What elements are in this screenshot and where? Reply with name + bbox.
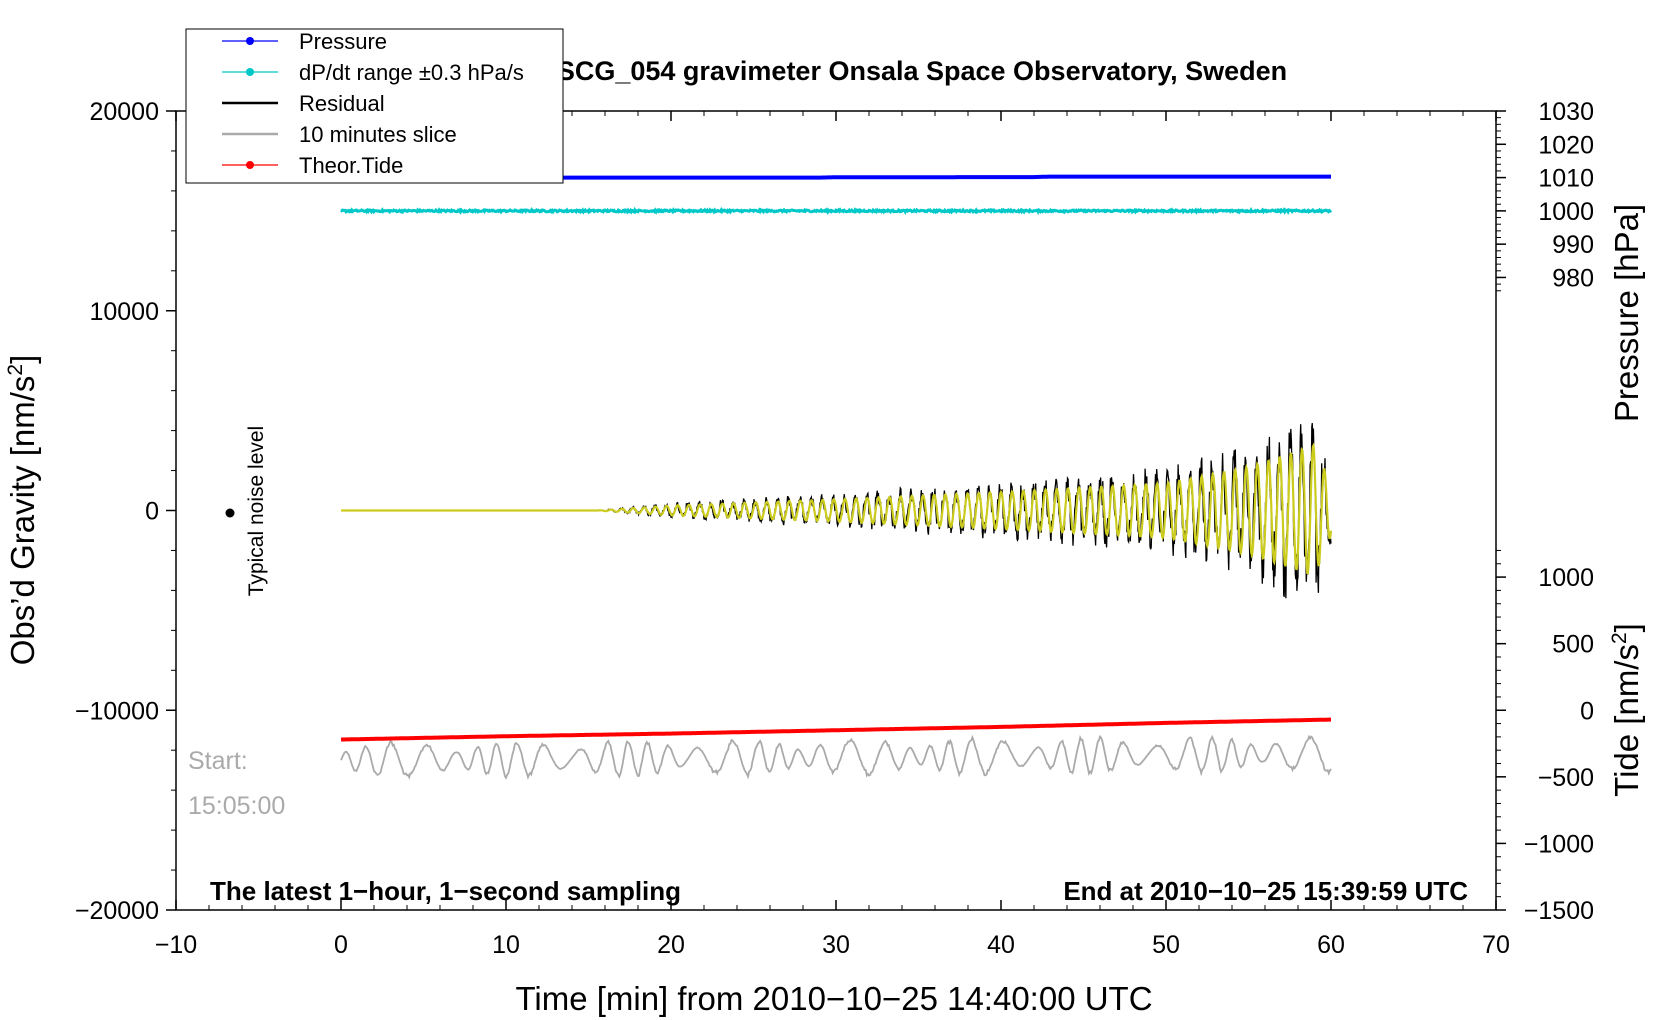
residual-filtered-line — [341, 442, 1333, 575]
x-tick-label: 40 — [987, 931, 1015, 959]
legend-label-1: dP/dt range ±0.3 hPa/s — [299, 60, 524, 85]
legend-label-3: 10 minutes slice — [299, 122, 457, 147]
x-tick-label: 0 — [334, 931, 348, 959]
x-tick-label: −10 — [155, 931, 197, 959]
x-tick-label: 10 — [492, 931, 520, 959]
pressure-tick-label: 980 — [1552, 264, 1594, 292]
legend-marker-1 — [246, 68, 254, 76]
tide-tick-label: 500 — [1552, 631, 1594, 659]
left-axis-label: Obs’d Gravity [nm/s2] — [4, 355, 41, 666]
right-axis-ticks: 1030 1020 1010 1000 990 980 1000 500 0 −500 −1000 −… — [1496, 98, 1594, 925]
y-tick-label: 0 — [145, 498, 159, 526]
left-axis-ticks: 20000 10000 0 −10000 −20000 — [75, 98, 176, 925]
tide-tick-label: 0 — [1580, 697, 1594, 725]
x-tick-label: 60 — [1317, 931, 1345, 959]
tide-axis-label: Tide [nm/s2] — [1608, 623, 1645, 797]
left-axis-label-sup: 2 — [4, 364, 27, 376]
pressure-tick-label: 1000 — [1538, 198, 1594, 226]
end-time-note: End at 2010−10−25 15:39:59 UTC — [1063, 876, 1468, 906]
tide-axis-label-close: ] — [1608, 623, 1645, 632]
legend-marker-0 — [246, 37, 254, 45]
tide-series-line — [341, 717, 1331, 742]
tide-tick-label: −1000 — [1524, 830, 1594, 858]
slice-series-line — [340, 734, 1332, 780]
legend-label-2: Residual — [299, 91, 385, 116]
y-tick-label: 10000 — [89, 298, 159, 326]
x-axis-label: Time [min] from 2010−10−25 14:40:00 UTC — [515, 980, 1152, 1017]
pressure-tick-label: 1030 — [1538, 98, 1594, 126]
x-tick-label: 70 — [1482, 931, 1510, 959]
left-axis-label-close: ] — [4, 355, 41, 364]
tide-tick-label: 1000 — [1538, 564, 1594, 592]
tide-axis-label-sup: 2 — [1608, 632, 1631, 644]
y-tick-label: 20000 — [89, 98, 159, 126]
dpdt-series-line — [340, 206, 1333, 216]
pressure-tick-label: 990 — [1552, 231, 1594, 259]
legend-label-0: Pressure — [299, 29, 387, 54]
noise-level-label: Typical noise level — [245, 426, 268, 596]
x-tick-label: 20 — [657, 931, 685, 959]
start-label: Start: — [188, 747, 248, 775]
start-time: 15:05:00 — [188, 792, 285, 820]
sampling-note: The latest 1−hour, 1−second sampling — [210, 876, 681, 906]
legend-label-4: Theor.Tide — [299, 153, 403, 178]
tide-tick-label: −1500 — [1524, 897, 1594, 925]
pressure-axis-label: Pressure [hPa] — [1608, 204, 1645, 422]
x-axis-ticks: −10 0 10 20 30 40 50 60 70 — [155, 111, 1510, 959]
x-tick-label: 50 — [1152, 931, 1180, 959]
y-tick-label: −20000 — [75, 897, 159, 925]
left-axis-label-text: Obs’d Gravity [nm/s — [4, 376, 41, 666]
x-tick-label: 30 — [822, 931, 850, 959]
legend-marker-4 — [246, 161, 254, 169]
pressure-tick-label: 1020 — [1538, 131, 1594, 159]
chart-title: SCG_054 gravimeter Onsala Space Observat… — [557, 56, 1287, 86]
tide-axis-label-text: Tide [nm/s — [1608, 644, 1645, 797]
pressure-tick-label: 1010 — [1538, 165, 1594, 193]
y-tick-label: −10000 — [75, 697, 159, 725]
legend-box — [185, 28, 564, 184]
legend: Pressure dP/dt range ±0.3 hPa/s Residual 10… — [185, 28, 564, 184]
tide-tick-label: −500 — [1538, 764, 1594, 792]
